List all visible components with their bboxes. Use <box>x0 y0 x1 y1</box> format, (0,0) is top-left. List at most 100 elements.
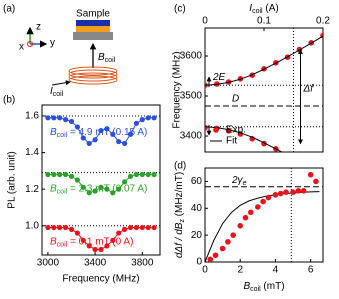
data-point <box>277 190 284 197</box>
panel-b: 3000 3400 3800 1.0 1.2 1.4 1.6 (b) Frequency (MH… <box>3 95 161 285</box>
series-label-part: coil <box>57 242 68 249</box>
data-point <box>247 209 254 216</box>
y-tick-label: 1.4 <box>25 147 39 158</box>
series-line <box>47 117 155 145</box>
plot-frame <box>41 104 161 256</box>
y-axis-label: Frequency (MHz) <box>172 51 183 128</box>
annotation: Δf <box>303 83 315 94</box>
limit-label: 2γe <box>231 174 247 186</box>
sample-layer <box>76 26 110 32</box>
series-line <box>47 227 155 251</box>
data-point <box>230 232 236 238</box>
data-point <box>255 204 261 210</box>
plot-area <box>42 115 160 253</box>
current-label-main: I <box>50 86 53 97</box>
series-label-part: B <box>50 236 57 247</box>
y-axis-label-part: (MHz/mT) <box>174 172 185 219</box>
fit-line <box>205 35 323 86</box>
series-line <box>47 174 155 194</box>
substrate <box>73 32 113 40</box>
legend-label: Fit <box>226 136 237 147</box>
y-tick-label: 3600 <box>180 51 203 62</box>
x-axis-label-part: I <box>249 3 252 14</box>
data-point <box>212 252 219 259</box>
plot-frame <box>204 167 324 263</box>
coil <box>68 66 118 85</box>
data-point <box>313 178 319 185</box>
plot-area <box>205 168 323 262</box>
series-label-part: coil <box>57 132 68 139</box>
field-label: Bcoil <box>98 52 116 64</box>
x-tick-label: 0 <box>202 16 208 27</box>
annotation: 2E <box>212 72 226 83</box>
x-tick-label: 0.2 <box>316 16 330 27</box>
series-label-part: B <box>50 127 57 138</box>
x-axis-label-part: (A) <box>263 3 279 14</box>
field-label-sub: coil <box>105 57 116 64</box>
plot-area <box>205 28 323 152</box>
panel-c: 0 0.1 0.2 3400 3500 3600 (c) Icoil (A) Frequency… <box>172 3 330 153</box>
current-label-sub: coil <box>53 91 64 98</box>
data-point <box>265 194 272 201</box>
panel-label: (b) <box>3 95 15 106</box>
data-point <box>242 214 249 221</box>
panel-a: (a) x y z Sample Bcoil Icoil <box>3 4 118 98</box>
panel-label: (c) <box>174 4 186 15</box>
x-tick-label: 0.1 <box>257 16 271 27</box>
y-tick-label: 40 <box>191 203 203 214</box>
y-tick-label: 3500 <box>180 91 203 102</box>
sample-label: Sample <box>76 9 110 20</box>
series-label-part: B <box>50 183 57 194</box>
current-arrow <box>51 80 71 86</box>
x-tick-label: 3400 <box>84 258 107 269</box>
series-label: Bcoil = 0.1 mT (0 A) <box>50 236 133 248</box>
data-point <box>272 192 279 198</box>
series-label-part: = 2.3 mT (0.07 A) <box>67 183 147 194</box>
series-label-part: = 4.9 mT (0.15 A) <box>67 127 147 138</box>
data-point <box>290 189 296 195</box>
x-axis-label-part: coil <box>250 286 261 293</box>
x-tick-label: 2 <box>237 265 243 276</box>
y-axis-label: PL (arb. unit) <box>7 151 18 208</box>
x-tick-label: 0 <box>202 265 208 276</box>
data-point <box>207 256 214 262</box>
x-tick-label: 3000 <box>37 258 60 269</box>
data-point <box>219 245 226 252</box>
axis-name: z <box>36 22 41 33</box>
y-axis-label-part: dΔf / dB <box>174 222 185 258</box>
x-axis-label-part: coil <box>252 8 263 15</box>
data-point <box>260 198 266 205</box>
y-tick-label: 1.2 <box>25 184 39 195</box>
x-axis-label-part: (mT) <box>261 281 285 292</box>
y-axis-label: dΔf / dBz (MHz/mT) <box>174 172 186 258</box>
y-tick-label: 3400 <box>180 131 203 142</box>
data-point <box>307 171 314 178</box>
y-tick-label: 20 <box>191 230 203 241</box>
y-axis-label-part: z <box>179 219 186 223</box>
y-tick-label: 0 <box>196 257 202 268</box>
y-tick-label: 1.0 <box>25 220 39 231</box>
sample-layer <box>76 20 110 26</box>
x-axis-label: Frequency (MHz) <box>62 274 139 285</box>
annotation: D <box>232 94 239 105</box>
data-point <box>205 124 208 131</box>
data-point <box>237 222 244 229</box>
x-axis-label: Bcoil (mT) <box>243 281 284 293</box>
x-axis-label-part: B <box>243 281 250 292</box>
x-axis-label: Icoil (A) <box>249 3 278 15</box>
x-tick-label: 4 <box>273 265 279 276</box>
axis-dot <box>27 41 33 47</box>
limit-label-part: 2γ <box>231 174 244 185</box>
legend-label: Exp. <box>226 125 246 136</box>
series-label-part: coil <box>57 189 68 196</box>
axis-name: y <box>50 38 55 49</box>
data-point <box>225 239 231 245</box>
y-tick-label: 1.6 <box>25 111 39 122</box>
series-label: Bcoil = 2.3 mT (0.07 A) <box>50 183 147 195</box>
data-point <box>295 188 302 194</box>
data-point <box>300 188 307 194</box>
panel-label: (a) <box>3 4 15 15</box>
